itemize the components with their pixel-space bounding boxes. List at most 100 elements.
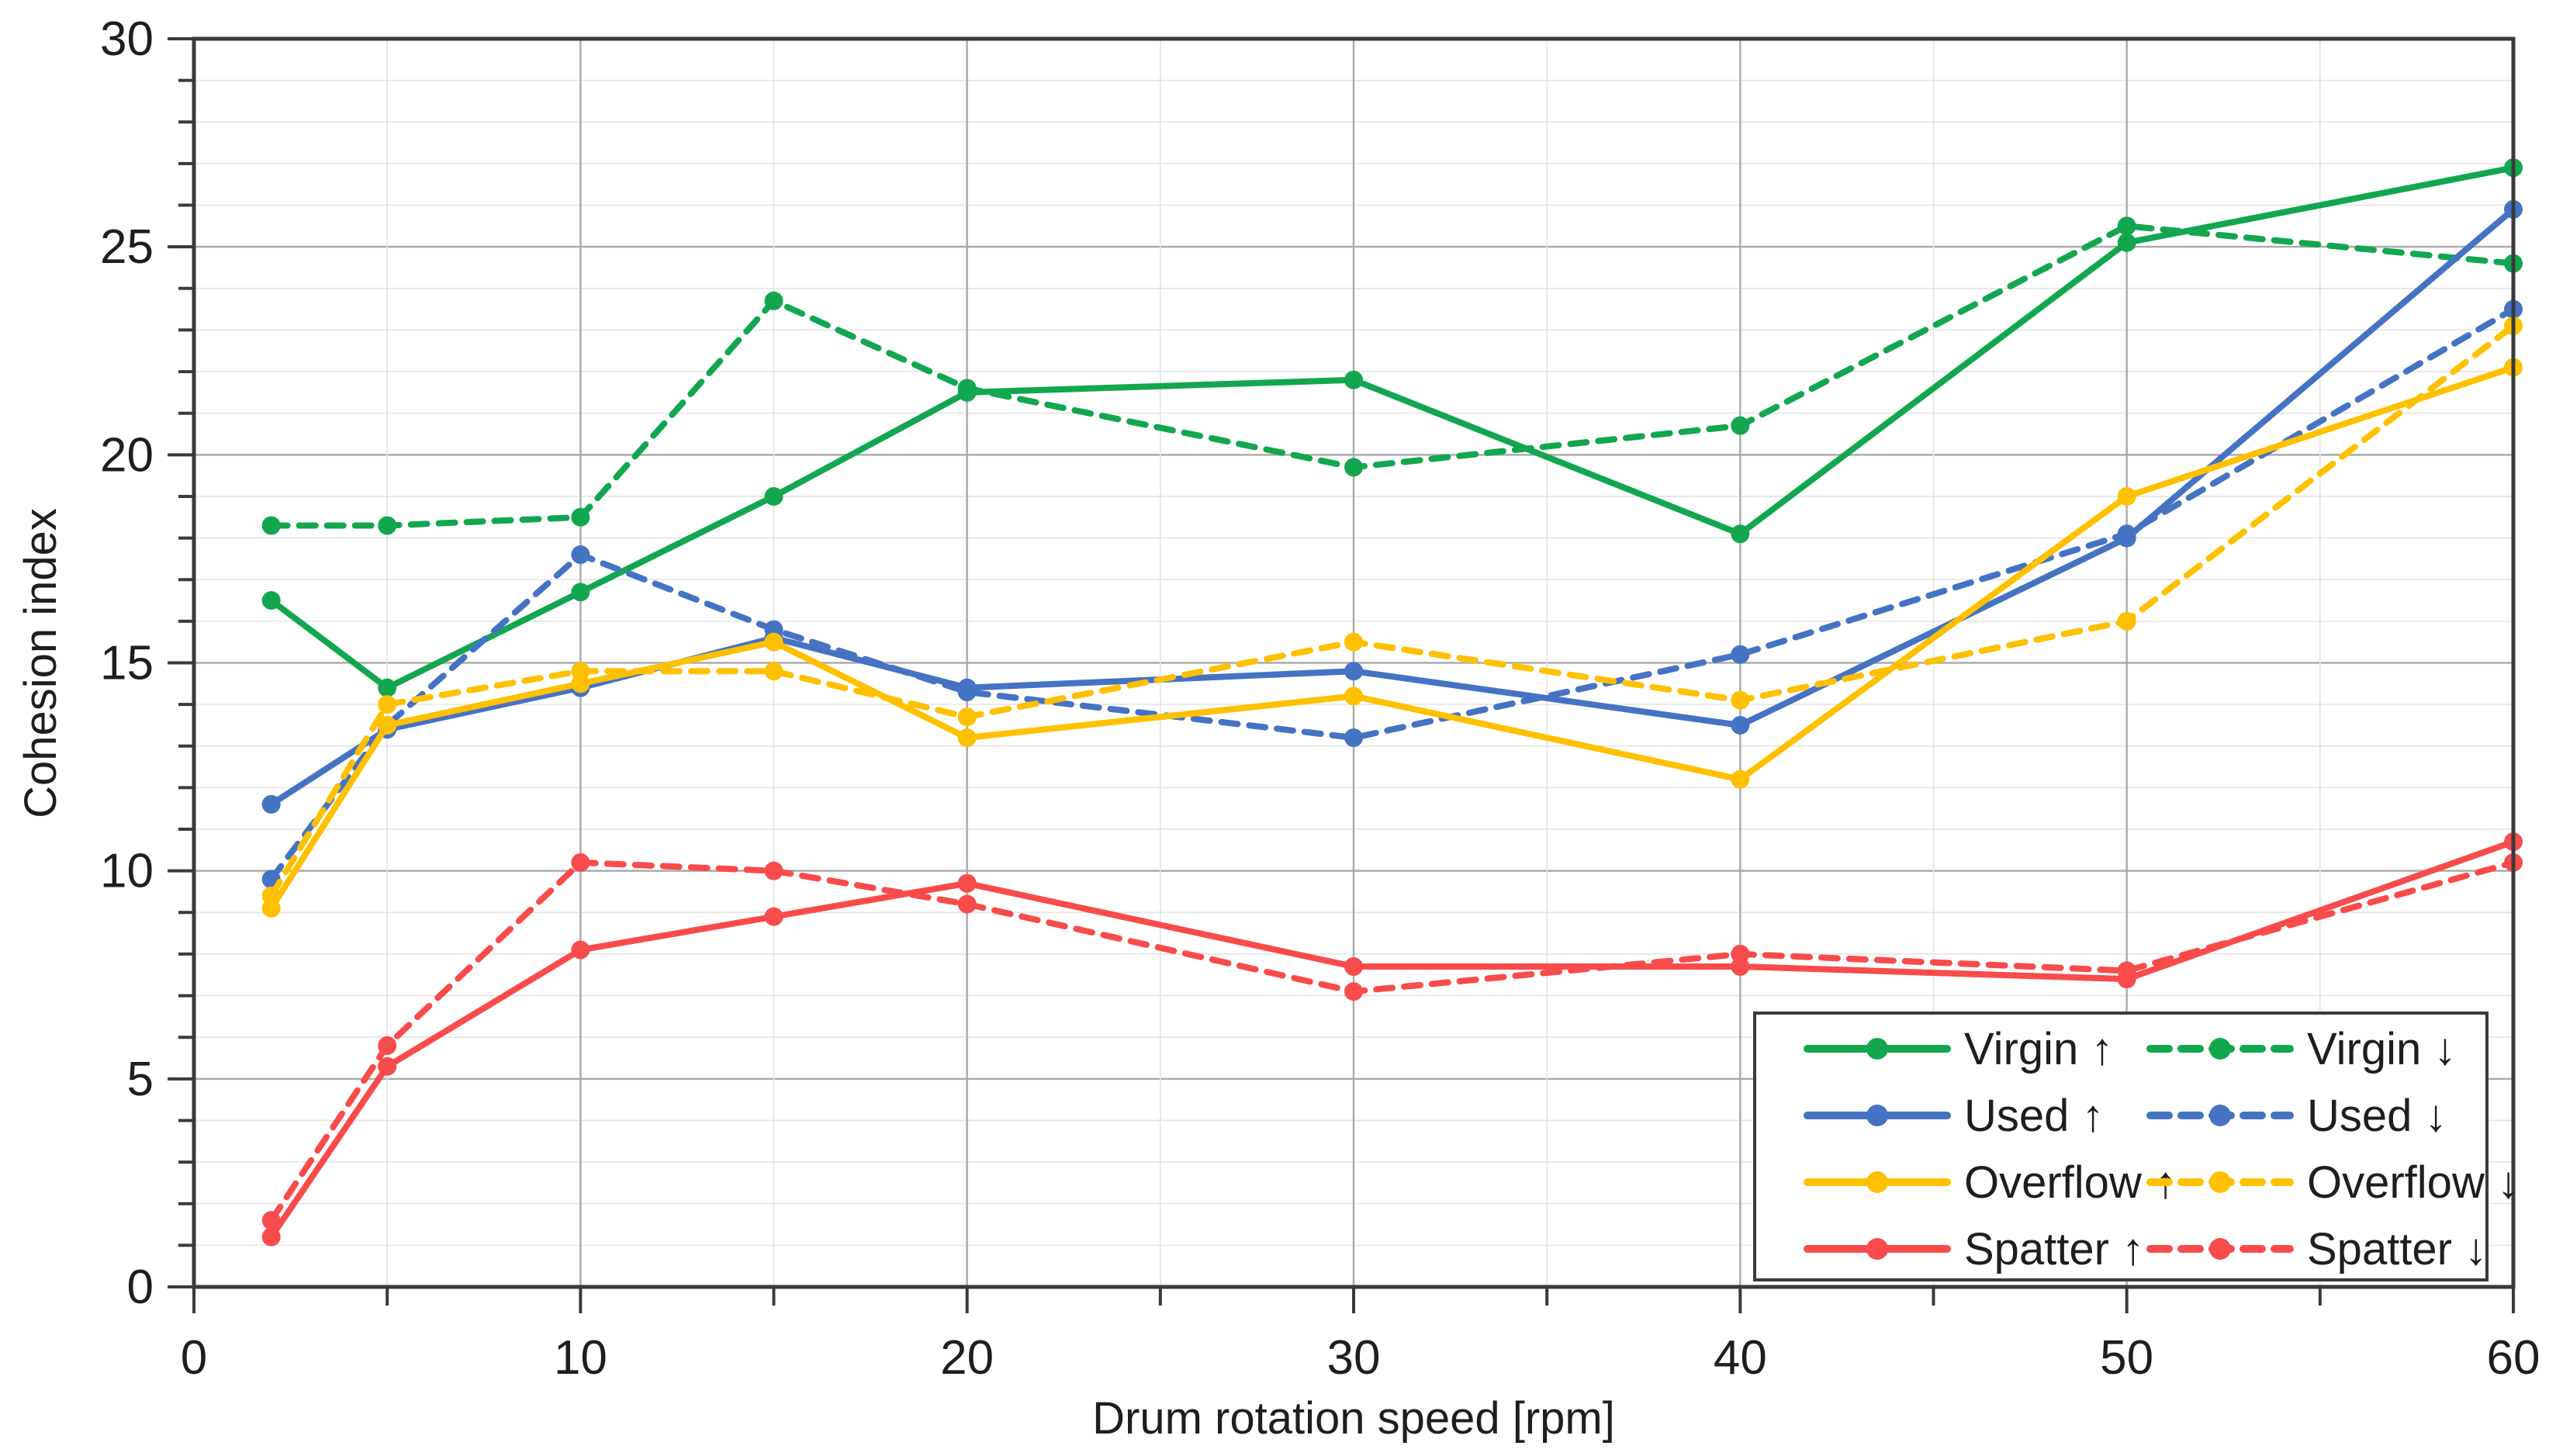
series-line-used-down <box>268 306 2516 883</box>
marker-virgin-down <box>378 516 397 535</box>
marker-spatter-up <box>957 873 977 893</box>
x-tick-label: 0 <box>181 1331 207 1385</box>
marker-virgin-up <box>1731 524 1750 544</box>
y-tick-label: 20 <box>100 428 154 482</box>
marker-used-up <box>1344 662 1363 681</box>
series-line-overflow-up <box>268 364 2516 911</box>
y-tick-label: 10 <box>100 845 154 898</box>
marker-spatter-up <box>1344 957 1363 977</box>
series-overflow-down <box>261 316 2523 905</box>
marker-overflow-down <box>957 707 977 727</box>
x-axis-title: Drum rotation speed [rpm] <box>1092 1393 1615 1444</box>
series-spatter-down <box>261 853 2523 1230</box>
legend-item-label: Virgin ↓ <box>2307 1024 2456 1074</box>
x-tick-label: 20 <box>940 1331 994 1385</box>
marker-virgin-up <box>764 486 783 506</box>
marker-spatter-up <box>378 1057 397 1076</box>
marker-virgin-up <box>378 678 397 697</box>
x-tick-label: 30 <box>1327 1331 1381 1385</box>
marker-used-down <box>571 545 590 565</box>
x-tick-label: 50 <box>2100 1331 2153 1385</box>
y-tick-label: 0 <box>127 1261 154 1314</box>
marker-overflow-down <box>1731 690 1750 710</box>
marker-virgin-down <box>764 291 783 310</box>
marker-spatter-down <box>378 1036 397 1055</box>
marker-overflow-down <box>1344 632 1363 652</box>
legend-item-label: Spatter ↑ <box>1964 1224 2144 1274</box>
y-axis-title: Cohesion index <box>16 508 66 818</box>
marker-virgin-down <box>261 516 281 535</box>
marker-overflow-down <box>2117 611 2136 631</box>
marker-overflow-up <box>1731 770 1750 789</box>
marker-virgin-up <box>261 591 281 610</box>
legend-item-label: Used ↑ <box>1964 1091 2105 1141</box>
marker-used-down <box>957 683 977 702</box>
marker-used-down <box>2117 524 2136 544</box>
legend-marker <box>1866 1171 1888 1193</box>
legend: Virgin ↑ Virgin ↓ Used ↑ Used ↓ Overflow ↑ Ov… <box>1753 1012 2520 1281</box>
y-tick-label: 25 <box>100 220 154 274</box>
legend-marker <box>2209 1105 2231 1126</box>
marker-virgin-down <box>571 507 590 527</box>
marker-spatter-down <box>764 861 783 880</box>
marker-used-down <box>1731 645 1750 664</box>
marker-virgin-up <box>1344 370 1363 389</box>
legend-marker <box>2209 1038 2231 1060</box>
legend-marker <box>2209 1238 2231 1260</box>
series-overflow-up <box>261 358 2523 918</box>
marker-overflow-up <box>957 728 977 748</box>
marker-spatter-down <box>1344 982 1363 1001</box>
legend-item-virgin-down: Virgin ↓ <box>2146 1024 2456 1074</box>
marker-virgin-up <box>571 583 590 602</box>
marker-spatter-down <box>261 1211 281 1230</box>
marker-spatter-down <box>1731 944 1750 963</box>
y-tick-label: 5 <box>127 1053 154 1106</box>
marker-overflow-up <box>764 632 783 652</box>
data-series <box>261 158 2523 1247</box>
marker-overflow-down <box>764 662 783 681</box>
legend-marker <box>1866 1038 1888 1060</box>
legend-item-spatter-down: Spatter ↓ <box>2146 1224 2487 1274</box>
marker-used-up <box>261 794 281 814</box>
marker-overflow-up <box>1344 686 1363 706</box>
legend-item-used-up: Used ↑ <box>1804 1091 2105 1141</box>
tick-marks <box>168 37 2515 1313</box>
marker-overflow-down <box>261 886 281 905</box>
legend-item-label: Virgin ↑ <box>1964 1024 2113 1074</box>
legend-item-spatter-up: Spatter ↑ <box>1804 1224 2144 1274</box>
legend-item-label: Used ↓ <box>2307 1091 2447 1141</box>
legend-item-used-down: Used ↓ <box>2146 1091 2447 1141</box>
marker-spatter-up <box>261 1227 281 1247</box>
series-line-virgin-up <box>268 164 2516 691</box>
tick-labels: 0 5 10 15 20 25 30 0 10 20 30 40 50 60 <box>100 12 2540 1385</box>
marker-overflow-up <box>378 715 397 735</box>
marker-spatter-up <box>764 907 783 926</box>
series-virgin-up <box>261 158 2523 697</box>
marker-virgin-down <box>2117 216 2136 236</box>
x-tick-label: 60 <box>2487 1331 2540 1385</box>
marker-overflow-down <box>378 695 397 714</box>
legend-item-label: Spatter ↓ <box>2307 1224 2487 1274</box>
legend-marker <box>1866 1238 1888 1260</box>
legend-item-virgin-up: Virgin ↑ <box>1804 1024 2113 1074</box>
marker-used-up <box>1731 715 1750 735</box>
marker-virgin-down <box>1731 416 1750 435</box>
marker-overflow-down <box>571 662 590 681</box>
series-line-overflow-down <box>268 323 2516 899</box>
series-used-down <box>261 299 2523 889</box>
y-tick-label: 30 <box>100 12 154 66</box>
marker-spatter-up <box>571 940 590 960</box>
marker-virgin-up <box>2117 233 2136 252</box>
series-virgin-down <box>261 216 2523 535</box>
x-tick-label: 40 <box>1714 1331 1767 1385</box>
series-used-up <box>261 199 2523 814</box>
legend-marker <box>2209 1171 2231 1193</box>
marker-used-down <box>1344 728 1363 748</box>
marker-spatter-down <box>2117 961 2136 980</box>
y-tick-label: 15 <box>100 637 154 690</box>
legend-item-overflow-down: Overflow ↓ <box>2146 1157 2520 1208</box>
legend-item-label: Overflow ↑ <box>1964 1157 2177 1208</box>
marker-spatter-down <box>571 853 590 872</box>
legend-marker <box>1866 1105 1888 1126</box>
